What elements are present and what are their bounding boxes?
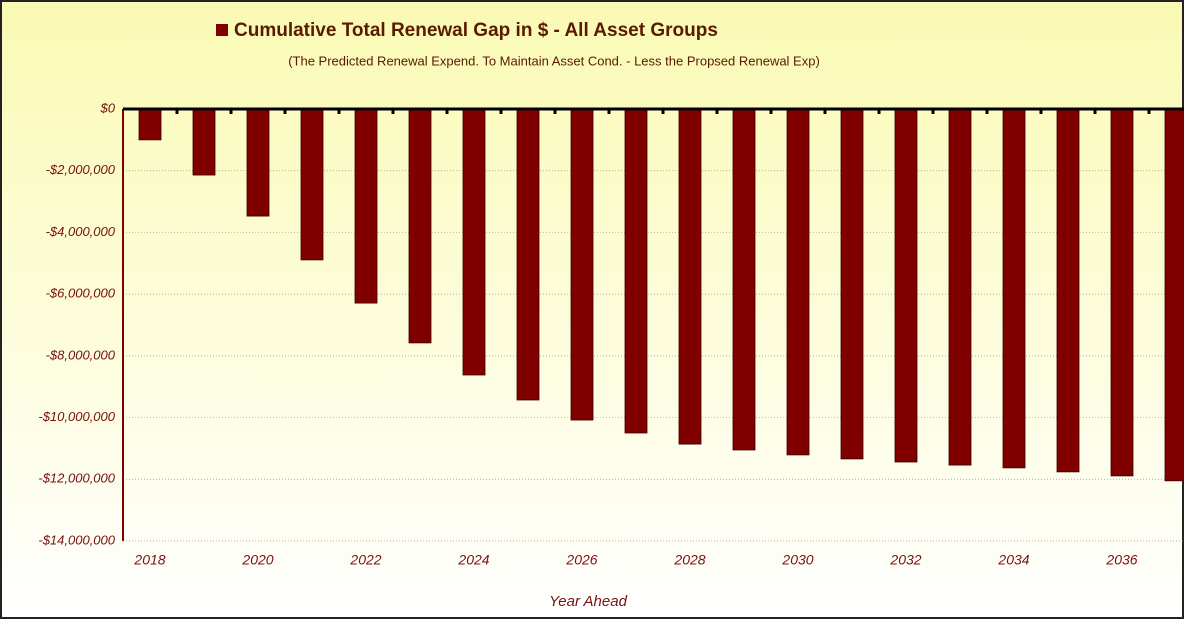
bar bbox=[300, 108, 324, 261]
x-tick-label: 2018 bbox=[133, 552, 165, 568]
bar bbox=[246, 108, 270, 217]
chart-subtitle: (The Predicted Renewal Expend. To Mainta… bbox=[288, 53, 820, 68]
x-tick-label: 2036 bbox=[1105, 552, 1137, 568]
bar bbox=[138, 108, 162, 141]
bar bbox=[462, 108, 486, 376]
x-axis-label: Year Ahead bbox=[549, 593, 627, 610]
bar bbox=[732, 108, 756, 451]
x-tick-label: 2028 bbox=[673, 552, 705, 568]
bar bbox=[948, 108, 972, 466]
bar bbox=[1002, 108, 1026, 469]
bar bbox=[354, 108, 378, 304]
y-tick-label: -$4,000,000 bbox=[46, 224, 116, 239]
x-tick-label: 2034 bbox=[997, 552, 1029, 568]
y-tick-label: -$2,000,000 bbox=[46, 162, 116, 177]
bar bbox=[786, 108, 810, 456]
y-tick-label: -$12,000,000 bbox=[38, 471, 115, 486]
legend-swatch bbox=[216, 24, 228, 36]
bar bbox=[1110, 108, 1134, 477]
x-tick-label: 2030 bbox=[781, 552, 813, 568]
chart-title: Cumulative Total Renewal Gap in $ - All … bbox=[234, 20, 718, 41]
bar bbox=[678, 108, 702, 445]
y-tick-label: -$10,000,000 bbox=[38, 409, 115, 424]
x-tick-label: 2026 bbox=[565, 552, 597, 568]
bar bbox=[1164, 108, 1184, 482]
bar bbox=[570, 108, 594, 421]
x-tick-label: 2032 bbox=[889, 552, 921, 568]
bar bbox=[624, 108, 648, 434]
x-tick-label: 2022 bbox=[349, 552, 381, 568]
bar bbox=[516, 108, 540, 401]
bar bbox=[1056, 108, 1080, 473]
x-tick-label: 2020 bbox=[241, 552, 273, 568]
x-tick-label: 2024 bbox=[457, 552, 489, 568]
bar bbox=[840, 108, 864, 460]
y-tick-label: $0 bbox=[100, 100, 116, 115]
y-tick-label: -$6,000,000 bbox=[46, 286, 116, 301]
bar bbox=[192, 108, 216, 176]
bar bbox=[408, 108, 432, 344]
y-tick-label: -$14,000,000 bbox=[38, 532, 115, 547]
y-tick-label: -$8,000,000 bbox=[46, 347, 116, 362]
bar bbox=[894, 108, 918, 463]
